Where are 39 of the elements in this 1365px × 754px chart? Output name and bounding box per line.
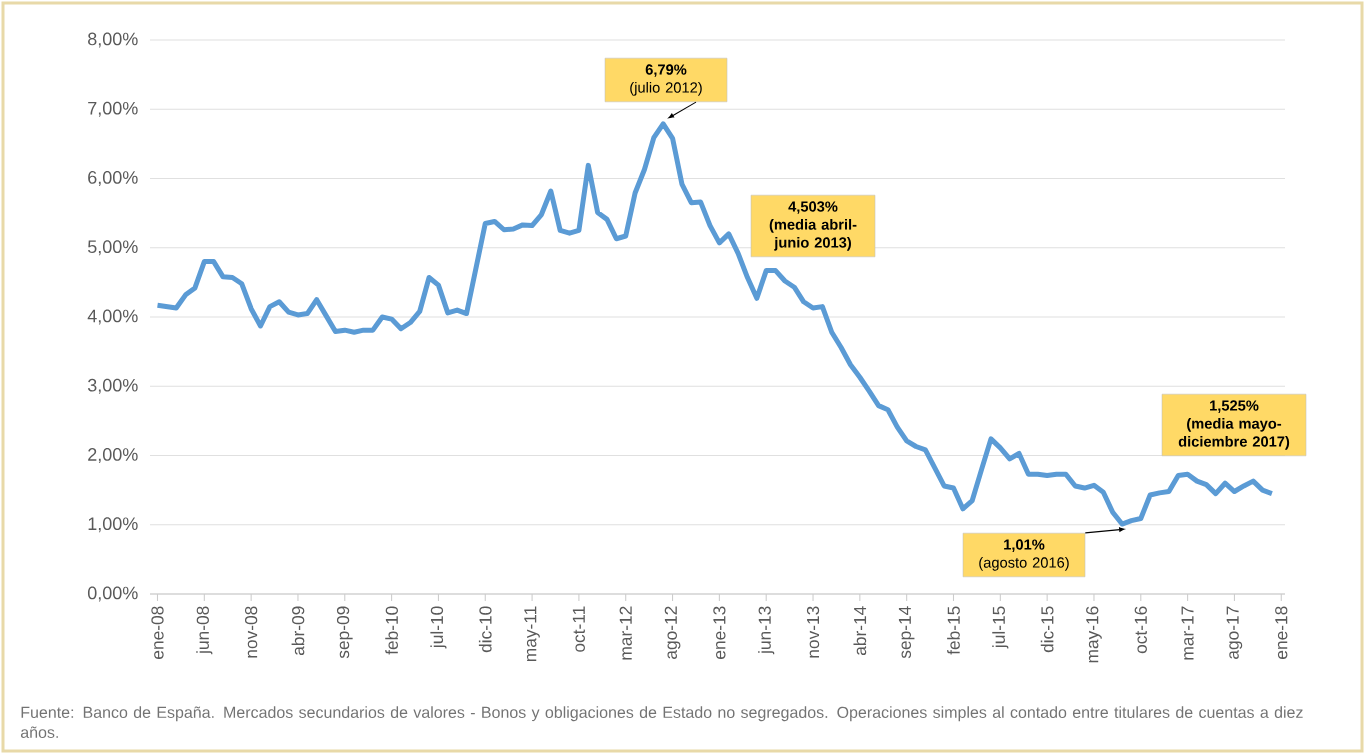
y-tick-label: 3,00% [87, 378, 138, 394]
x-tick-label: nov-08 [245, 606, 258, 658]
x-tick-label: dic-15 [1040, 606, 1054, 653]
x-tick-label: sep-09 [336, 606, 353, 659]
x-tick-label: ene-08 [151, 606, 164, 659]
y-tick-label: 5,00% [87, 240, 138, 256]
annotation: 4,503% (media abril-junio 2013) [769, 201, 857, 251]
x-tick-label: ene-18 [1275, 606, 1288, 659]
x-tick-label: feb-15 [947, 606, 960, 655]
x-tick-label: abr-09 [291, 606, 305, 656]
y-tick-label: 2,00% [88, 448, 138, 463]
annotation: 1,525% (media mayo-diciembre 2017) [1178, 400, 1290, 450]
x-tick-label: oct-11 [572, 606, 585, 652]
annotation: 6,79% (julio 2012) [630, 64, 702, 96]
x-tick-label: abr-14 [853, 606, 867, 656]
x-tick-label: may-16 [1086, 606, 1102, 663]
x-tick-label: sep-14 [898, 606, 915, 659]
x-tick-label: dic-10 [478, 606, 492, 653]
y-tick-label: 1,00% [88, 517, 138, 533]
x-tick-label: ago-12 [664, 606, 681, 659]
x-tick-label: nov-13 [806, 606, 820, 658]
y-tick-label: 4,00% [87, 309, 138, 325]
y-tick-label: 0,00% [87, 586, 138, 602]
x-tick-label: may-11 [524, 606, 540, 662]
x-tick-label: ago-17 [1226, 606, 1243, 659]
x-tick-label: oct-16 [1134, 606, 1147, 654]
y-tick-label: 7,00% [88, 101, 138, 117]
x-tick-label: jun-08 [196, 606, 213, 655]
y-tick-label: 6,00% [88, 171, 138, 186]
x-tick-label: mar-17 [1181, 606, 1194, 660]
x-tick-label: jul-10 [430, 606, 447, 649]
x-tick-label: feb-10 [385, 606, 398, 655]
x-tick-label: jul-15 [992, 606, 1009, 649]
x-tick-label: jun-13 [758, 606, 775, 655]
x-tick-label: ene-13 [713, 606, 726, 659]
y-tick-label: 8,00% [88, 32, 138, 48]
source-note: Fuente: Banco de España. Mercados secundarios de valores - Bonos y obligaciones de Estado no segregados. Operaciones simples al contado entre titulares de cuentas a diez años. [20, 706, 1303, 739]
x-tick-label: mar-12 [619, 606, 632, 660]
annotation: 1,01% (agosto 2016) [979, 539, 1069, 571]
